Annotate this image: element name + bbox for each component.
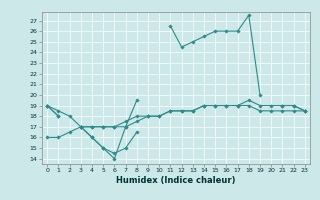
X-axis label: Humidex (Indice chaleur): Humidex (Indice chaleur) — [116, 176, 236, 185]
